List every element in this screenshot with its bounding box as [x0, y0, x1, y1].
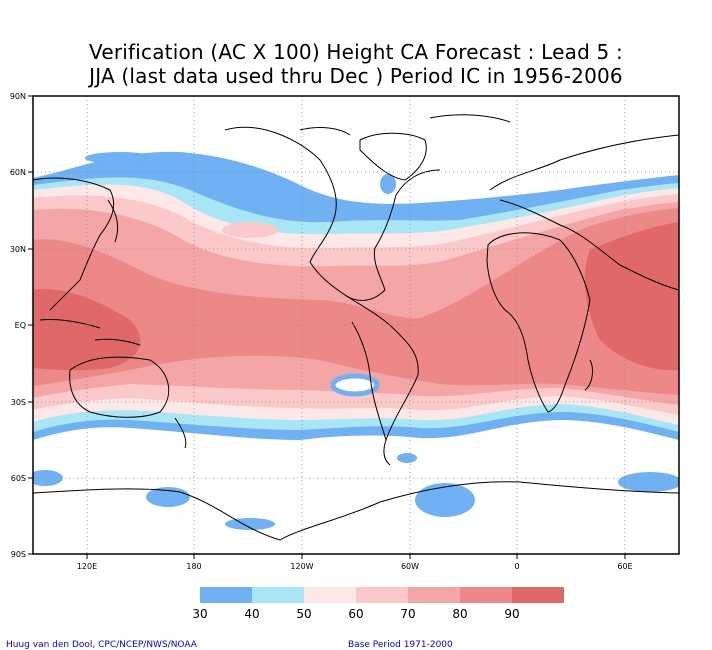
legend-label: 30	[192, 607, 207, 621]
title-line-2: JJA (last data used thru Dec ) Period IC…	[89, 64, 623, 88]
lat-label: 90N	[10, 92, 26, 101]
legend-swatch-90-plus	[512, 587, 564, 603]
lon-label: 120E	[77, 562, 97, 571]
blob-falkland	[397, 453, 417, 463]
band-90-plus-west	[33, 289, 141, 371]
band-90-plus-east	[584, 222, 679, 371]
legend-labels: 30 40 50 60 70 80 90	[192, 607, 519, 621]
credit-text: Huug van den Dool, CPC/NCEP/NWS/NOAA	[6, 640, 197, 650]
legend-swatch-60-70	[356, 587, 408, 603]
title-line-1: Verification (AC X 100) Height CA Foreca…	[89, 40, 623, 64]
blob-greenland	[380, 174, 396, 194]
base-period-text: Base Period 1971-2000	[348, 640, 453, 650]
legend-label: 80	[452, 607, 467, 621]
lon-labels: 120E 180 120W 60W 0 60E	[77, 562, 633, 571]
coastlines	[33, 114, 679, 541]
hole-south-atlantic	[330, 373, 380, 397]
legend-label: 70	[400, 607, 415, 621]
lon-label: 60W	[401, 562, 419, 571]
blob-sw-1	[33, 470, 63, 486]
lon-label: 0	[514, 562, 519, 571]
legend-label: 40	[244, 607, 259, 621]
blob-nw-1	[85, 152, 155, 164]
lat-label: EQ	[15, 321, 26, 330]
hole-north-pacific	[222, 222, 278, 238]
legend-swatch-50-60	[304, 587, 356, 603]
legend-label: 90	[504, 607, 519, 621]
lat-label: 60N	[10, 168, 26, 177]
ticks	[28, 95, 626, 559]
band-80-90	[33, 208, 679, 395]
lon-label: 120W	[290, 562, 313, 571]
graticule	[33, 96, 679, 554]
blob-antarctic-2	[146, 487, 190, 507]
legend-label: 60	[348, 607, 363, 621]
lon-label: 180	[186, 562, 201, 571]
legend-swatch-80-90	[460, 587, 512, 603]
blob-se-1	[618, 472, 679, 492]
legend-swatch-40-50	[252, 587, 304, 603]
legend-label: 50	[296, 607, 311, 621]
legend-swatch-70-80	[408, 587, 460, 603]
lat-label: 30S	[11, 398, 26, 407]
legend-swatch-30-40	[200, 587, 252, 603]
lat-labels: 90N 60N 30N EQ 30S 60S 90S	[10, 92, 26, 559]
lat-label: 30N	[10, 245, 26, 254]
color-legend	[200, 587, 564, 603]
lon-label: 60E	[617, 562, 632, 571]
blob-antarctic-1	[415, 483, 475, 517]
lat-label: 60S	[11, 474, 26, 483]
shaded-field	[33, 151, 679, 530]
lat-label: 90S	[11, 550, 26, 559]
